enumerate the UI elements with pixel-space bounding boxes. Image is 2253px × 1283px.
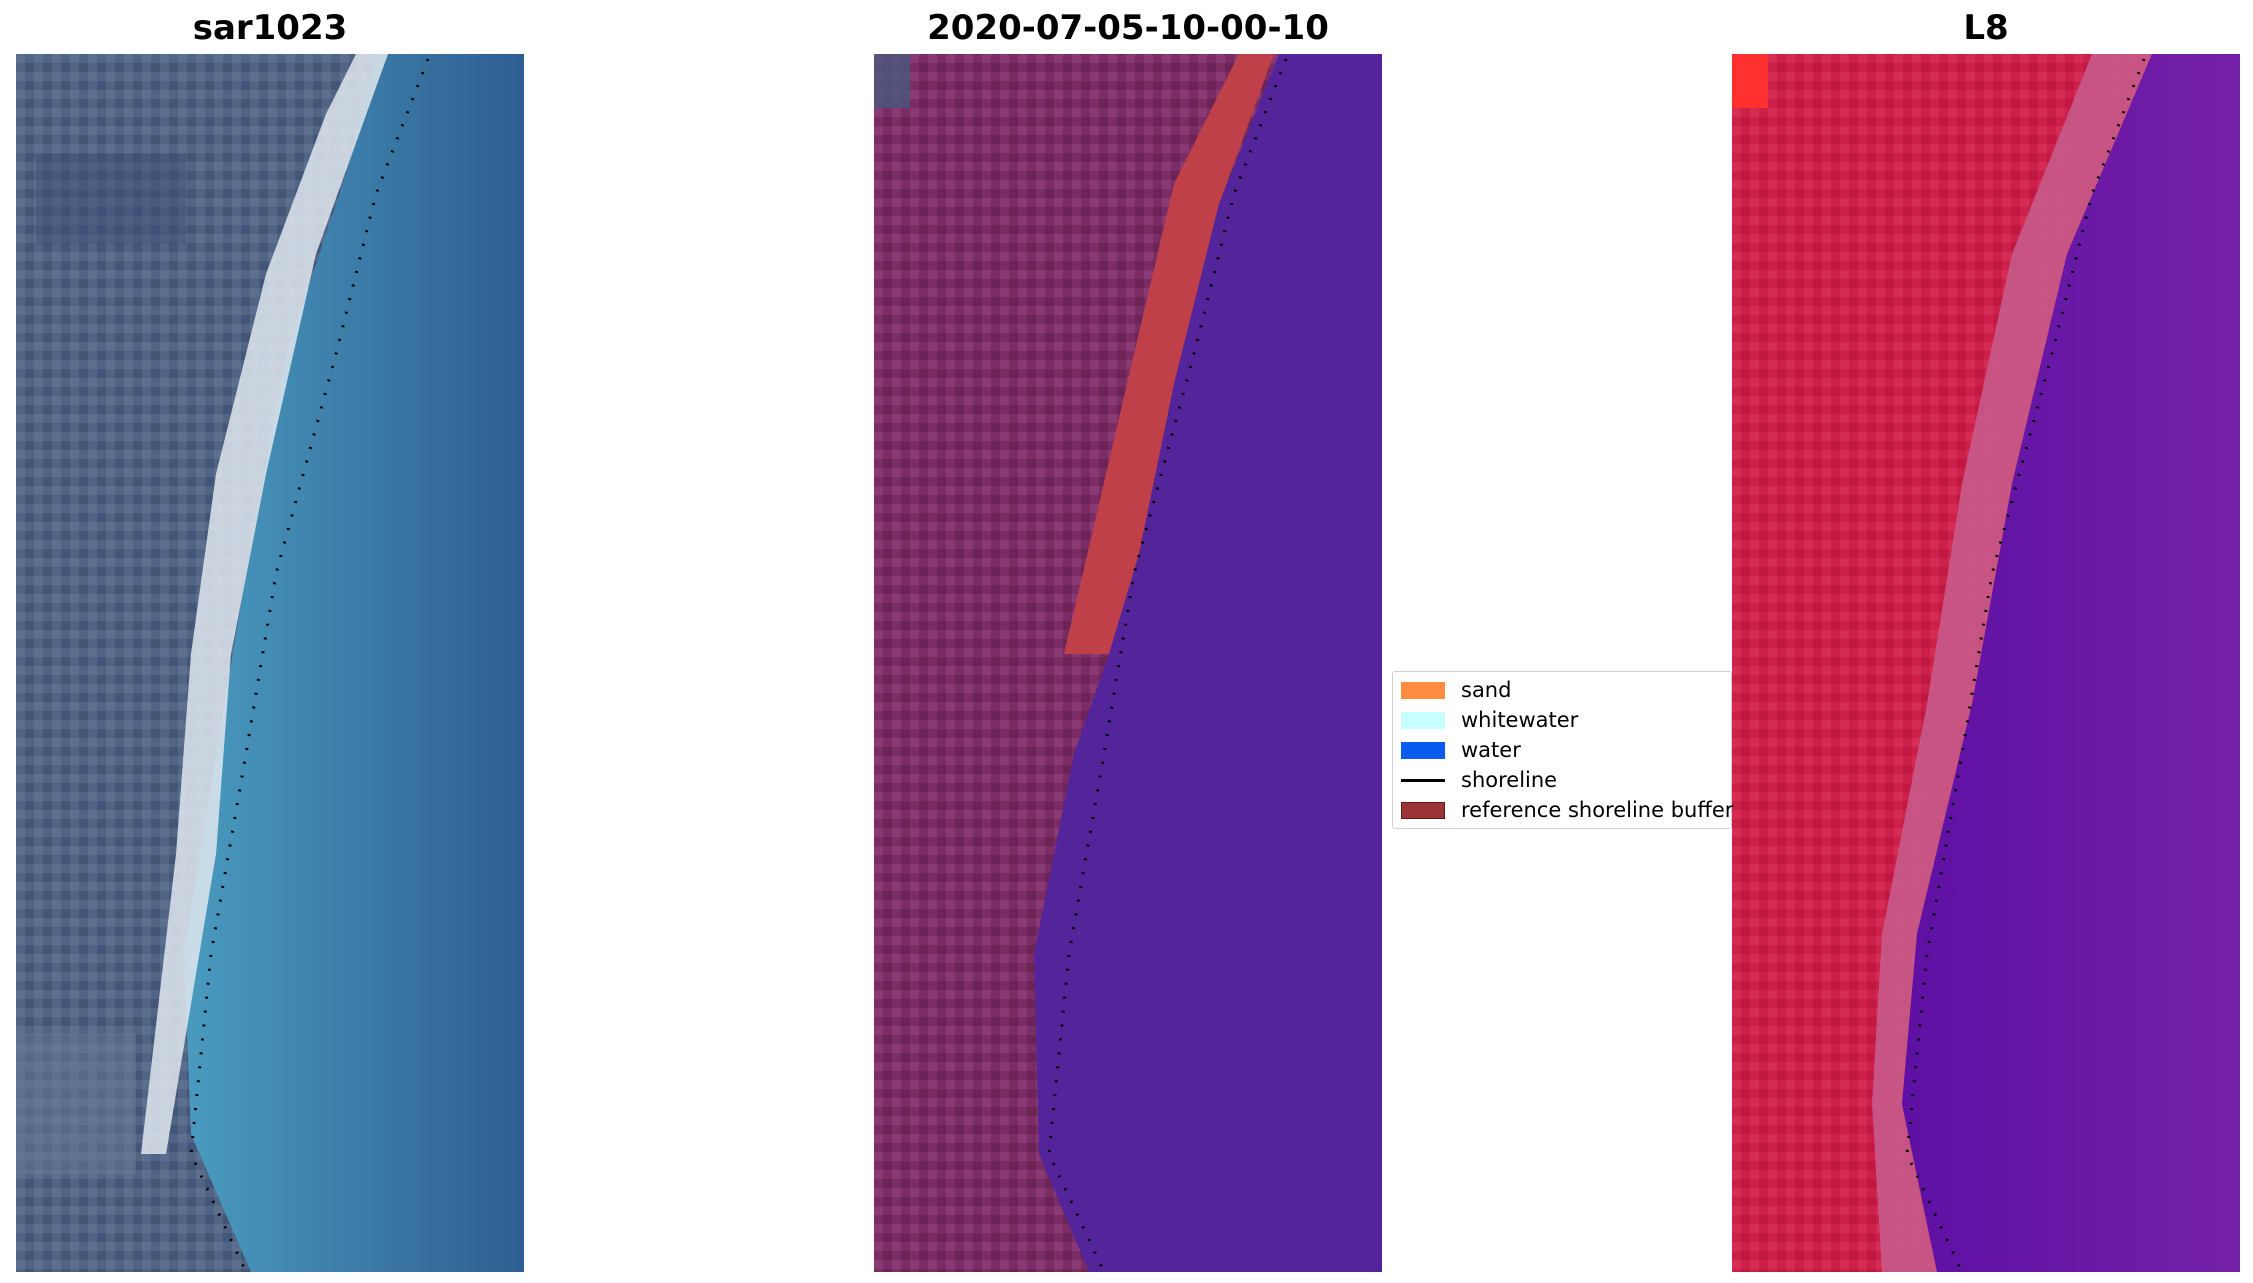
legend-item-shoreline: shoreline <box>1401 766 1557 794</box>
reference-buffer-swatch <box>1401 801 1445 819</box>
whitewater-swatch <box>1401 711 1445 729</box>
panel-title-false-color: L8 <box>1963 8 2009 48</box>
legend-label: sand <box>1461 678 1512 702</box>
classified-image-panel <box>874 54 1382 1272</box>
rgb-image-panel <box>16 54 524 1272</box>
classified-image <box>874 54 1382 1272</box>
legend-item-reference-buffer: reference shoreline buffer <box>1401 796 1733 824</box>
legend-item-sand: sand <box>1401 676 1511 704</box>
false-color-image-panel <box>1732 54 2240 1272</box>
legend-label: water <box>1461 738 1521 762</box>
legend: sand whitewater water shoreline referenc… <box>1392 671 1733 829</box>
rgb-image <box>16 54 524 1272</box>
legend-label: reference shoreline buffer <box>1461 798 1734 822</box>
legend-label: whitewater <box>1461 708 1579 732</box>
panel-title-classified: 2020-07-05-10-00-10 <box>927 8 1329 48</box>
legend-item-whitewater: whitewater <box>1401 706 1578 734</box>
legend-label: shoreline <box>1461 768 1558 792</box>
shoreline-swatch <box>1401 772 1445 789</box>
legend-item-water: water <box>1401 736 1521 764</box>
panel-title-rgb: sar1023 <box>192 8 348 48</box>
false-color-image <box>1732 54 2240 1272</box>
sand-swatch <box>1401 681 1445 699</box>
water-swatch <box>1401 741 1445 759</box>
